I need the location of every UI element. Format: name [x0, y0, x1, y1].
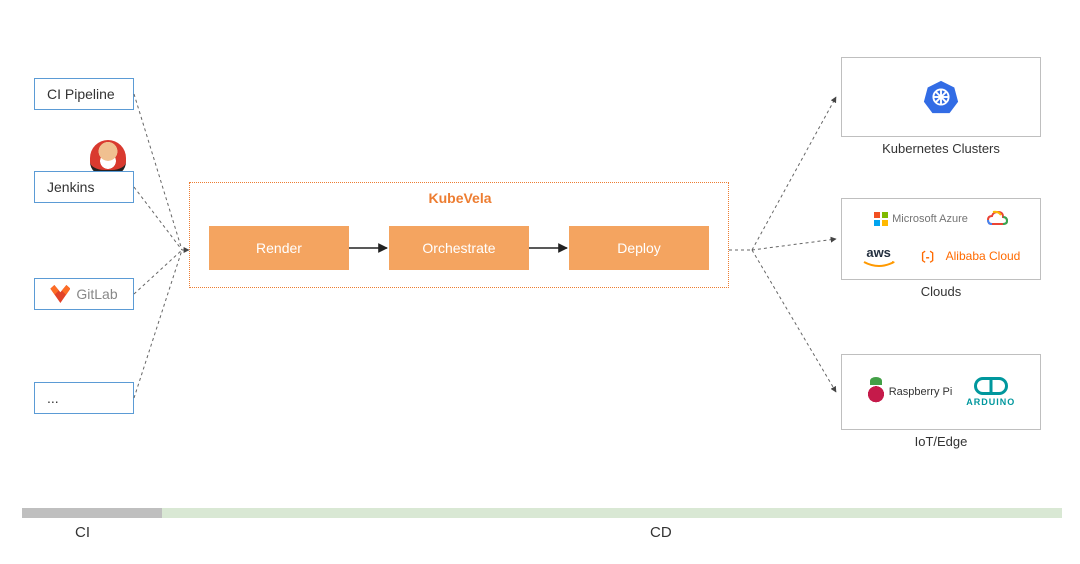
gcp-logo — [986, 210, 1008, 228]
raspberry-text: Raspberry Pi — [889, 386, 953, 398]
alibaba-text: Alibaba Cloud — [946, 249, 1021, 263]
ci-box-gitlab: GitLab — [34, 278, 134, 310]
timeline-cd-label: CD — [650, 524, 672, 541]
target-label-clouds: Clouds — [841, 284, 1041, 299]
target-box-clouds: Microsoft Azure aws 〔-〕 Alibaba Cloud — [841, 198, 1041, 280]
timeline-cd-bar — [162, 508, 1062, 518]
gcp-icon — [986, 210, 1008, 228]
ci-pipeline-label: CI Pipeline — [47, 86, 115, 102]
target-label-k8s: Kubernetes Clusters — [841, 141, 1041, 156]
alibaba-bracket-l: 〔-〕 — [914, 248, 942, 265]
stage-deploy: Deploy — [569, 226, 709, 270]
raspberry-pi-logo: Raspberry Pi — [867, 381, 953, 403]
aws-logo: aws — [862, 245, 896, 268]
ci-box-ellipsis: ... — [34, 382, 134, 414]
kubernetes-icon — [922, 78, 960, 116]
alibaba-logo: 〔-〕 Alibaba Cloud — [914, 248, 1021, 265]
azure-icon — [874, 212, 888, 226]
ci-box-pipeline: CI Pipeline — [34, 78, 134, 110]
stage-orchestrate-label: Orchestrate — [422, 240, 495, 256]
target-label-iot: IoT/Edge — [841, 434, 1041, 449]
stage-orchestrate: Orchestrate — [389, 226, 529, 270]
gitlab-label: GitLab — [76, 286, 117, 302]
ellipsis-label: ... — [47, 390, 59, 406]
arduino-text: ARDUINO — [966, 397, 1015, 407]
aws-text: aws — [866, 245, 891, 260]
azure-logo: Microsoft Azure — [874, 212, 968, 226]
stage-render: Render — [209, 226, 349, 270]
arduino-icon — [974, 377, 1008, 395]
azure-text: Microsoft Azure — [892, 213, 968, 225]
jenkins-label: Jenkins — [47, 179, 94, 195]
aws-smile-icon — [862, 260, 896, 268]
gitlab-icon — [50, 285, 70, 303]
raspberry-icon — [867, 381, 885, 403]
kubevela-label: KubeVela — [420, 190, 500, 206]
timeline-ci-label: CI — [75, 524, 90, 541]
ci-box-jenkins: Jenkins — [34, 171, 134, 203]
stage-render-label: Render — [256, 240, 302, 256]
stage-deploy-label: Deploy — [617, 240, 661, 256]
arduino-logo: ARDUINO — [966, 377, 1015, 407]
timeline-ci-bar — [22, 508, 162, 518]
target-box-iot: Raspberry Pi ARDUINO — [841, 354, 1041, 430]
target-box-k8s — [841, 57, 1041, 137]
